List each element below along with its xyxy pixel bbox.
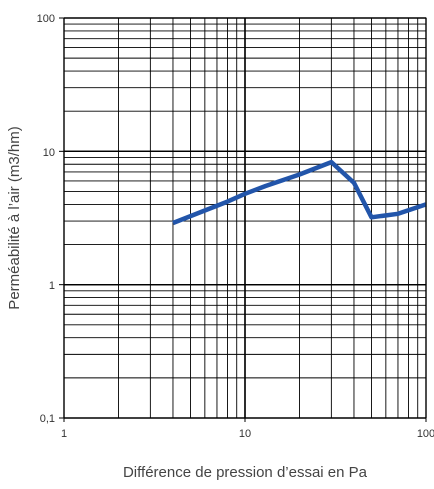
series-line (172, 159, 427, 226)
y-tick-label: 100 (37, 13, 55, 25)
x-tick-label: 100 (417, 428, 434, 440)
y-tick-label: 0,1 (40, 413, 55, 425)
y-axis-title: Perméabilité à l’air (m3/hm) (6, 126, 23, 309)
data-series (172, 159, 427, 226)
x-axis-title: Différence de pression d’essai en Pa (123, 464, 368, 481)
y-tick-label: 10 (43, 147, 55, 159)
x-tick-label: 10 (239, 428, 251, 440)
x-tick-label: 1 (61, 428, 67, 440)
y-tick-label: 1 (49, 280, 55, 292)
plot-frame (63, 17, 427, 419)
